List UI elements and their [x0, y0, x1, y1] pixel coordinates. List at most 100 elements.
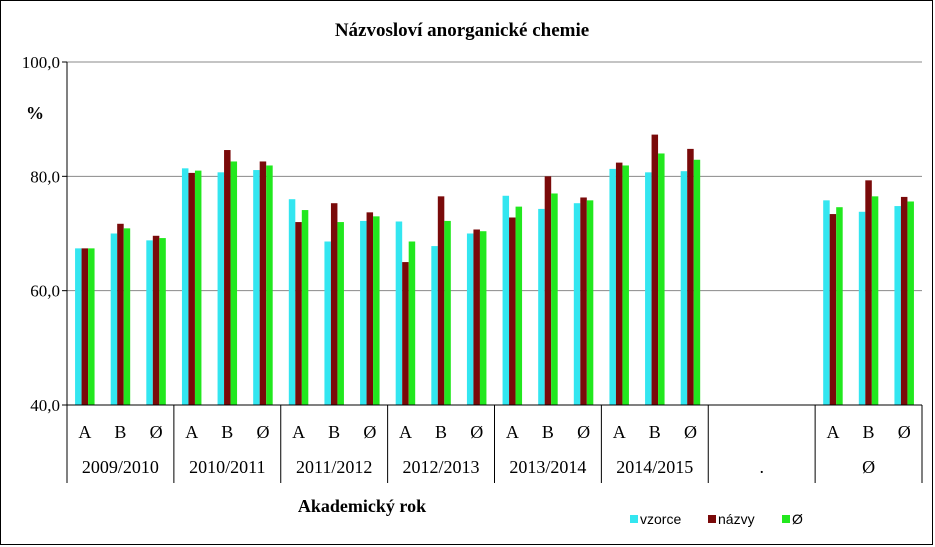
- bar-vzorce: [181, 168, 189, 405]
- group-label: 2013/2014: [509, 457, 586, 477]
- bar-prumer: [123, 228, 131, 405]
- group-label: 2011/2012: [296, 457, 372, 477]
- subcategory-label: B: [863, 422, 875, 442]
- subcategory-label: A: [399, 422, 412, 442]
- bar-prumer: [194, 170, 202, 405]
- subcategory-label: A: [613, 422, 626, 442]
- bar-nazvy: [330, 203, 338, 405]
- bar-prumer: [871, 196, 879, 405]
- bar-vzorce: [288, 199, 296, 405]
- bar-nazvy: [188, 172, 195, 405]
- bar-vzorce: [324, 241, 331, 405]
- bar-prumer: [266, 165, 273, 405]
- subcategory-label: Ø: [898, 422, 911, 442]
- bar-nazvy: [615, 162, 623, 405]
- x-axis-label: Akademický rok: [298, 496, 426, 516]
- bar-nazvy: [259, 161, 267, 405]
- bar-nazvy: [117, 223, 124, 405]
- bar-vzorce: [858, 211, 866, 405]
- bar-prumer: [907, 201, 914, 405]
- legend-label: Ø: [792, 511, 803, 527]
- bar-vzorce: [894, 206, 901, 405]
- bar-prumer: [551, 193, 558, 405]
- subcategory-label: A: [78, 422, 91, 442]
- bar-nazvy: [829, 214, 837, 405]
- subcategory-label: Ø: [363, 422, 376, 442]
- bar-nazvy: [81, 248, 89, 405]
- bar-nazvy: [509, 217, 516, 405]
- bar-vzorce: [573, 203, 581, 405]
- bar-nazvy: [473, 229, 480, 405]
- legend-label: názvy: [718, 511, 755, 527]
- bar-nazvy: [865, 180, 872, 405]
- subcategory-label: B: [328, 422, 340, 442]
- subcategory-label: Ø: [256, 422, 269, 442]
- bar-nazvy: [580, 197, 587, 405]
- bar-prumer: [693, 159, 701, 405]
- bar-vzorce: [360, 220, 367, 405]
- bar-vzorce: [680, 171, 688, 405]
- subcategory-label: B: [435, 422, 447, 442]
- bar-prumer: [408, 241, 416, 405]
- bar-nazvy: [900, 196, 908, 405]
- bar-vzorce: [146, 240, 153, 405]
- group-label: .: [759, 457, 764, 477]
- bar-vzorce: [538, 208, 545, 405]
- subcategory-label: B: [542, 422, 554, 442]
- legend-swatch: [630, 515, 638, 523]
- y-tick-label: 40,0: [30, 396, 60, 415]
- subcategory-label: Ø: [684, 422, 697, 442]
- y-tick-label: 80,0: [30, 167, 60, 186]
- bar-prumer: [337, 222, 344, 405]
- bar-nazvy: [437, 196, 445, 405]
- subcategory-label: A: [292, 422, 305, 442]
- bar-prumer: [301, 210, 309, 405]
- bar-nazvy: [687, 148, 694, 406]
- legend-label: vzorce: [640, 511, 681, 527]
- bar-prumer: [444, 220, 451, 405]
- bar-prumer: [515, 206, 523, 405]
- bar-prumer: [586, 200, 594, 405]
- y-tick-label: 60,0: [30, 282, 60, 301]
- bar-nazvy: [366, 212, 374, 405]
- chart-title: Názvosloví anorganické chemie: [335, 20, 589, 41]
- group-label: 2012/2013: [403, 457, 480, 477]
- bar-nazvy: [544, 176, 552, 405]
- bar-nazvy: [224, 150, 231, 405]
- group-label: Ø: [862, 457, 875, 477]
- subcategory-label: Ø: [150, 422, 163, 442]
- bar-nazvy: [402, 262, 409, 405]
- y-axis-label: %: [26, 103, 44, 123]
- subcategory-label: A: [185, 422, 198, 442]
- bar-vzorce: [395, 221, 403, 405]
- bar-vzorce: [466, 233, 474, 405]
- bar-prumer: [230, 161, 238, 405]
- bar-prumer: [836, 207, 843, 405]
- bar-vzorce: [217, 172, 225, 405]
- bar-prumer: [658, 153, 665, 405]
- bar-vzorce: [110, 233, 118, 405]
- legend-swatch: [708, 515, 716, 523]
- bar-prumer: [373, 216, 380, 405]
- group-label: 2010/2011: [189, 457, 265, 477]
- bar-prumer: [159, 238, 166, 405]
- bar-vzorce: [253, 170, 260, 405]
- subcategory-label: A: [506, 422, 519, 442]
- bar-nazvy: [651, 134, 659, 405]
- bar-prumer: [622, 165, 629, 405]
- legend-swatch: [782, 515, 790, 523]
- bar-vzorce: [431, 246, 438, 405]
- subcategory-label: B: [221, 422, 233, 442]
- subcategory-label: Ø: [577, 422, 590, 442]
- group-label: 2009/2010: [82, 457, 159, 477]
- bar-prumer: [88, 248, 95, 405]
- y-tick-label: 100,0: [22, 53, 60, 72]
- bar-prumer: [479, 231, 487, 405]
- subcategory-label: Ø: [470, 422, 483, 442]
- subcategory-label: B: [649, 422, 661, 442]
- bar-vzorce: [609, 168, 616, 405]
- bar-vzorce: [502, 195, 510, 405]
- bar-vzorce: [75, 248, 82, 405]
